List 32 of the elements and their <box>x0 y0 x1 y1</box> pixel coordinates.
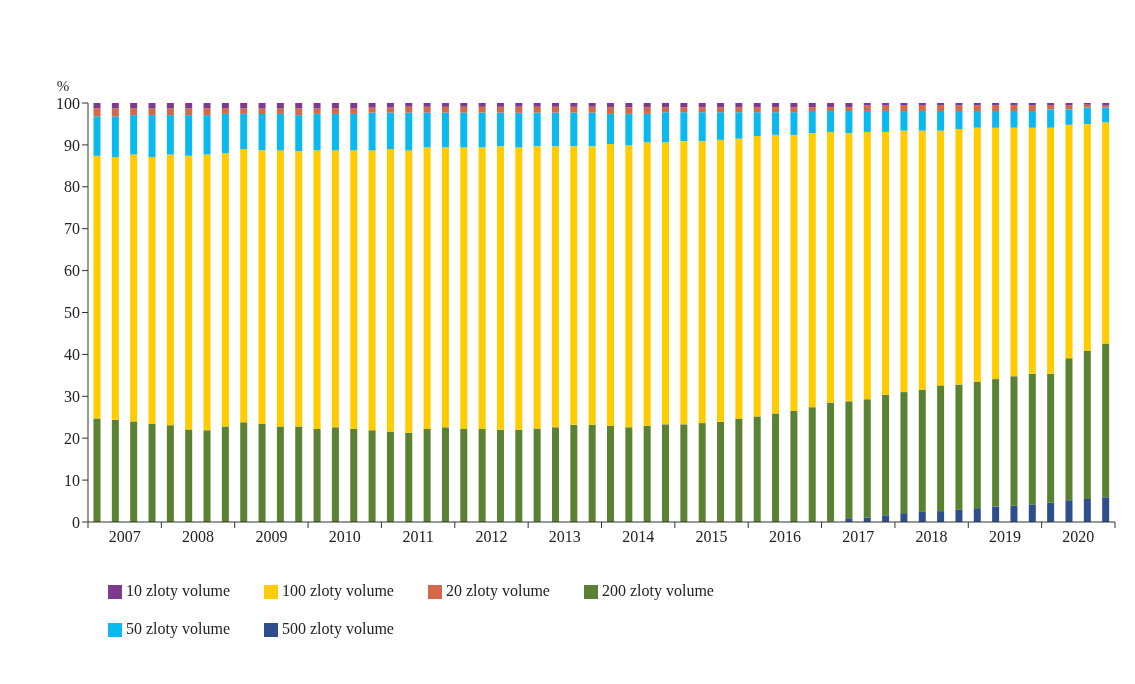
x-tick-label: 2019 <box>988 528 1021 545</box>
x-tick-label: 2016 <box>768 528 801 545</box>
y-tick-label: 70 <box>64 220 80 238</box>
legend-label: 10 zloty volume <box>126 582 230 599</box>
legend-label: 20 zloty volume <box>445 582 550 599</box>
x-tick-label: 2020 <box>1062 528 1095 545</box>
y-tick-label: 90 <box>64 136 80 154</box>
x-tick-label: 2015 <box>695 528 728 545</box>
y-tick-label: 80 <box>64 178 80 196</box>
y-tick-label: 100 <box>56 94 80 112</box>
x-tick-label: 2009 <box>255 528 288 545</box>
x-tick-label: 2014 <box>622 528 655 545</box>
legend-label: 500 zloty volume <box>281 620 394 637</box>
x-tick-label: 2013 <box>548 528 581 545</box>
y-tick-label: 30 <box>64 387 80 405</box>
y-tick-label: 10 <box>64 471 80 489</box>
x-tick-label: 2007 <box>108 528 141 545</box>
x-tick-label: 2008 <box>182 528 215 545</box>
y-tick-label: 40 <box>64 346 80 364</box>
x-tick-label: 2010 <box>328 528 361 545</box>
y-axis-title: % <box>56 78 70 94</box>
legend-label: 100 zloty volume <box>281 582 394 599</box>
x-tick-label: 2017 <box>842 528 875 545</box>
y-tick-label: 50 <box>64 304 80 322</box>
y-tick-label: 0 <box>72 513 80 531</box>
y-tick-label: 20 <box>64 429 80 447</box>
x-tick-label: 2018 <box>915 528 948 545</box>
legend-label: 50 zloty volume <box>126 620 230 637</box>
x-tick-label: 2011 <box>402 528 434 545</box>
x-tick-label: 2012 <box>475 528 508 545</box>
y-tick-label: 60 <box>64 262 80 280</box>
legend-label: 200 zloty volume <box>601 582 714 599</box>
